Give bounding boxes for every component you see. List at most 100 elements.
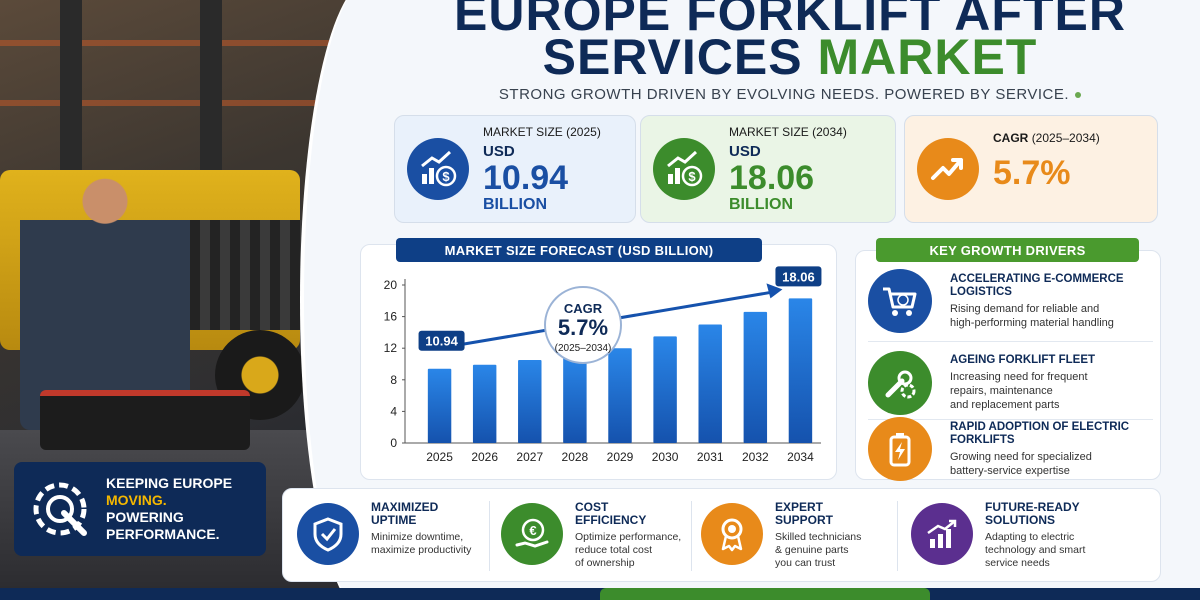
kpi-label: CAGR (2025–2034) — [993, 131, 1100, 145]
data-label-last: 18.06 — [782, 269, 815, 284]
chart-bar — [788, 298, 813, 443]
wrench-gear-icon — [868, 351, 932, 415]
forklift-technician-photo — [0, 0, 370, 600]
driver-title: AGEING FORKLIFT FLEET — [950, 354, 1096, 366]
driver-desc: repairs, maintenance — [950, 385, 1053, 397]
chart-bar — [563, 356, 587, 443]
driver-title: ACCELERATING E-COMMERCE — [950, 272, 1124, 285]
x-tick-label: 2025 — [426, 450, 453, 464]
benefit-item: EXPERT SUPPORT Skilled technicians & gen… — [701, 501, 901, 573]
driver-item: AGEING FORKLIFT FLEET Increasing need fo… — [868, 345, 1153, 421]
globe-cart-icon — [868, 269, 932, 333]
driver-desc: Increasing need for frequent — [950, 371, 1088, 383]
divider — [897, 501, 898, 571]
driver-title: FORKLIFTS — [950, 433, 1015, 446]
chart-bar — [608, 348, 632, 443]
driver-title: RAPID ADOPTION OF ELECTRIC — [950, 420, 1130, 433]
chart-bar — [653, 336, 677, 443]
svg-text:$: $ — [688, 169, 696, 184]
kpi-value: 5.7% — [993, 154, 1071, 192]
x-tick-label: 2034 — [787, 450, 814, 464]
chart-bar — [698, 324, 722, 443]
cagr-bubble-label: CAGR — [564, 301, 603, 316]
technician — [20, 170, 190, 430]
tagline-line-2: MOVING. — [106, 492, 167, 508]
footer-accent — [600, 588, 930, 600]
svg-text:$: $ — [442, 169, 450, 184]
benefit-desc: reduce total cost — [575, 544, 653, 556]
cagr-bubble-value: 5.7% — [558, 315, 608, 340]
shield-check-icon — [297, 503, 359, 565]
trend-arrow-head — [766, 283, 783, 299]
kpi-label: MARKET SIZE (2025) — [483, 124, 601, 139]
tagline-line-1: KEEPING EUROPE — [106, 475, 233, 491]
benefit-title: UPTIME — [371, 513, 417, 527]
growth-dollar-icon: $ — [653, 138, 715, 200]
benefit-desc: service needs — [985, 557, 1050, 569]
y-tick-label: 20 — [384, 278, 398, 292]
title-word-services: SERVICES — [542, 29, 803, 85]
kpi-unit: BILLION — [729, 195, 793, 213]
kpi-card-2034: $ MARKET SIZE (2034) USD 18.06 BILLION — [640, 115, 896, 223]
trend-up-icon — [917, 138, 979, 200]
page-subtitle: STRONG GROWTH DRIVEN BY EVOLVING NEEDS. … — [380, 86, 1200, 103]
kpi-label: MARKET SIZE (2034) — [729, 124, 847, 139]
forecast-chart-panel: 0 4 8 12 16 20 2025 2026 2027 2028 2029 2030 2031 203… — [360, 244, 837, 480]
benefit-item: FUTURE-READY SOLUTIONS Adapting to elect… — [911, 501, 1151, 573]
x-tick-label: 2027 — [516, 450, 543, 464]
benefit-title: EFFICIENCY — [575, 513, 647, 527]
data-label-first-box — [418, 330, 465, 351]
benefit-title: SUPPORT — [775, 513, 834, 527]
y-tick-label: 12 — [384, 341, 398, 355]
benefit-desc: you can trust — [775, 557, 836, 569]
y-tick-label: 0 — [390, 436, 397, 450]
tagline-badge: KEEPING EUROPE MOVING. POWERING PERFORMA… — [14, 462, 266, 556]
driver-desc: Rising demand for reliable and — [950, 302, 1100, 315]
kpi-unit: BILLION — [483, 195, 547, 213]
kpi-card-2025: $ MARKET SIZE (2025) USD 10.94 BILLION — [394, 115, 636, 223]
page-title-line-1: EUROPE FORKLIFT AFTER — [454, 0, 1126, 41]
driver-item: RAPID ADOPTION OF ELECTRIC FORKLIFTS Gro… — [868, 411, 1153, 487]
benefit-desc: technology and smart — [985, 544, 1086, 556]
award-ribbon-icon — [701, 503, 763, 565]
divider — [868, 341, 1153, 342]
drivers-heading: KEY GROWTH DRIVERS — [876, 238, 1139, 262]
kpi-currency: USD — [483, 142, 515, 160]
driver-desc: high-performing material handling — [950, 316, 1114, 329]
forecast-heading: MARKET SIZE FORECAST (USD BILLION) — [396, 238, 762, 262]
cagr-bubble-range: (2025–2034) — [555, 343, 612, 354]
benefit-item: MAXIMIZED UPTIME Minimize downtime, maxi… — [297, 501, 497, 573]
benefit-desc: maximize productivity — [371, 544, 472, 556]
data-label-last-box — [775, 266, 822, 287]
benefits-strip: MAXIMIZED UPTIME Minimize downtime, maxi… — [282, 488, 1161, 582]
benefit-title: SOLUTIONS — [985, 513, 1056, 527]
benefit-item: € COST EFFICIENCY Optimize performance, … — [501, 501, 701, 573]
tagline-line-3: POWERING — [106, 509, 184, 525]
bar-growth-icon — [911, 503, 973, 565]
kpi-value: 18.06 — [729, 158, 815, 197]
chart-bar — [518, 360, 542, 443]
y-tick-label: 8 — [390, 373, 397, 387]
benefit-desc: Optimize performance, — [575, 531, 682, 543]
kpi-label-main: CAGR — [993, 131, 1029, 145]
kpi-value: 10.94 — [483, 158, 569, 197]
footer-bar — [0, 588, 1200, 600]
x-tick-label: 2026 — [471, 450, 498, 464]
chart-bar — [427, 368, 452, 443]
tagline-line-4: PERFORMANCE. — [106, 526, 220, 542]
driver-desc: and replacement parts — [950, 399, 1060, 411]
data-label-first: 10.94 — [425, 334, 458, 349]
kpi-label-suffix: (2025–2034) — [1031, 131, 1100, 145]
battery-icon — [868, 417, 932, 481]
kpi-card-cagr: CAGR (2025–2034) 5.7% — [904, 115, 1158, 223]
driver-desc: Growing need for specialized — [950, 450, 1092, 463]
growth-dollar-icon: $ — [407, 138, 469, 200]
x-tick-label: 2032 — [742, 450, 769, 464]
x-tick-label: 2028 — [562, 450, 589, 464]
chart-bar — [472, 364, 497, 443]
page-title-line-2: SERVICES MARKET — [380, 28, 1200, 86]
benefit-title: FUTURE-READY — [985, 500, 1080, 514]
benefit-title: EXPERT — [775, 500, 824, 514]
y-tick-label: 4 — [390, 404, 397, 418]
warehouse-shelf — [0, 100, 370, 106]
